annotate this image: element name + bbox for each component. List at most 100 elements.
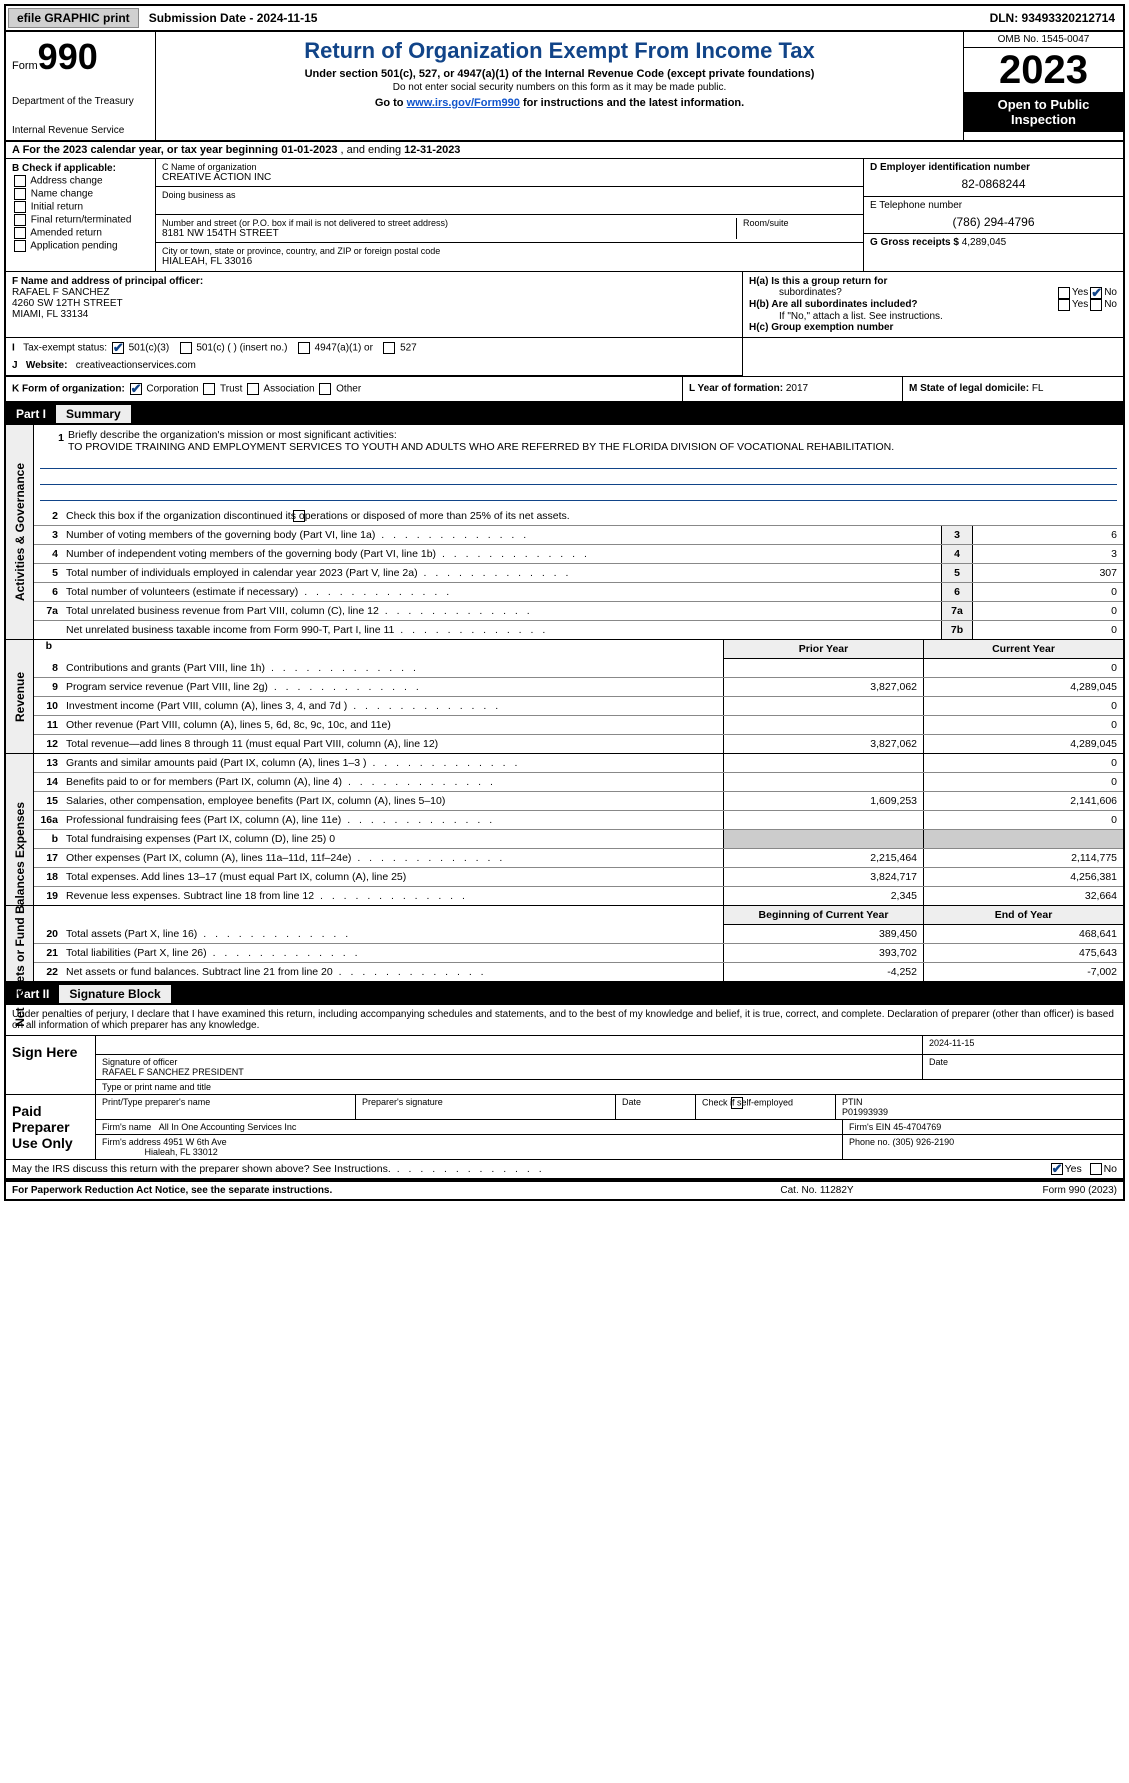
officer-city: MIAMI, FL 33134 <box>12 309 88 320</box>
side-net-assets: Net Assets or Fund Balances <box>6 906 34 981</box>
public-inspection: Open to Public Inspection <box>964 92 1123 132</box>
form-number: 990 <box>38 36 98 77</box>
form-org-label: K Form of organization: <box>12 384 125 395</box>
submission-date: Submission Date - 2024-11-15 <box>141 9 326 27</box>
ein-label: D Employer identification number <box>870 162 1030 173</box>
officer-label: F Name and address of principal officer: <box>12 276 203 287</box>
line-13: Grants and similar amounts paid (Part IX… <box>62 754 723 772</box>
officer-signature: RAFAEL F SANCHEZ PRESIDENT <box>102 1067 244 1077</box>
line-2: Check this box if the organization disco… <box>62 507 1123 525</box>
chk-discontinued[interactable] <box>293 510 305 522</box>
line-11: Other revenue (Part VIII, column (A), li… <box>62 716 723 734</box>
dln: DLN: 93493320212714 <box>982 9 1123 27</box>
officer-street: 4260 SW 12TH STREET <box>12 298 123 309</box>
chk-hb-no[interactable] <box>1090 299 1102 311</box>
type-print-label: Type or print name and title <box>102 1082 211 1092</box>
part-2-header: Part IISignature Block <box>6 983 1123 1005</box>
tax-year: 2023 <box>964 48 1123 92</box>
domicile-label: M State of legal domicile: <box>909 383 1032 394</box>
city-state-zip: HIALEAH, FL 33016 <box>162 256 857 267</box>
ein-value: 82-0868244 <box>870 177 1117 191</box>
hc-label: H(c) Group exemption number <box>749 322 893 333</box>
sig-officer-label: Signature of officer <box>102 1057 177 1067</box>
chk-527[interactable] <box>383 342 395 354</box>
line-3: Number of voting members of the governin… <box>62 526 941 544</box>
paid-preparer-label: Paid Preparer Use Only <box>6 1095 96 1159</box>
line-20: Total assets (Part X, line 16) <box>62 925 723 943</box>
part-1-header: Part ISummary <box>6 403 1123 425</box>
col-b-header: B Check if applicable: <box>12 163 116 174</box>
website-value: creativeactionservices.com <box>76 360 196 371</box>
form-subtitle-2: Do not enter social security numbers on … <box>164 82 955 93</box>
line-16b: Total fundraising expenses (Part IX, col… <box>62 830 723 848</box>
line-21: Total liabilities (Part X, line 26) <box>62 944 723 962</box>
chk-trust[interactable] <box>203 383 215 395</box>
chk-501c[interactable] <box>180 342 192 354</box>
street-address: 8181 NW 154TH STREET <box>162 228 736 239</box>
street-label: Number and street (or P.O. box if mail i… <box>162 218 736 228</box>
paperwork-notice: For Paperwork Reduction Act Notice, see … <box>12 1185 717 1196</box>
chk-discuss-yes[interactable] <box>1051 1163 1063 1175</box>
chk-4947[interactable] <box>298 342 310 354</box>
beginning-year-hdr: Beginning of Current Year <box>723 906 923 925</box>
side-activities-governance: Activities & Governance <box>6 425 34 639</box>
chk-association[interactable] <box>247 383 259 395</box>
discuss-question: May the IRS discuss this return with the… <box>12 1163 1049 1175</box>
chk-ha-no[interactable] <box>1090 287 1102 299</box>
chk-501c3[interactable] <box>112 342 124 354</box>
form-prefix: Form <box>12 60 38 72</box>
line-5-val: 307 <box>973 564 1123 582</box>
form-id: Form 990 (2023) <box>917 1185 1117 1196</box>
tel-label: E Telephone number <box>870 200 962 211</box>
chk-hb-yes[interactable] <box>1058 299 1070 311</box>
line-5: Total number of individuals employed in … <box>62 564 941 582</box>
line-17: Other expenses (Part IX, column (A), lin… <box>62 849 723 867</box>
dept-treasury: Department of the Treasury <box>12 96 149 107</box>
line-12: Total revenue—add lines 8 through 11 (mu… <box>62 735 723 753</box>
end-year-hdr: End of Year <box>923 906 1123 925</box>
line-7b-val: 0 <box>973 621 1123 639</box>
efile-button[interactable]: efile GRAPHIC print <box>8 8 139 28</box>
cat-number: Cat. No. 11282Y <box>717 1185 917 1196</box>
domicile: FL <box>1032 383 1044 394</box>
line-22: Net assets or fund balances. Subtract li… <box>62 963 723 981</box>
chk-other[interactable] <box>319 383 331 395</box>
mission-label: Briefly describe the organization's miss… <box>68 429 397 441</box>
ptin: P01993939 <box>842 1107 888 1117</box>
side-revenue: Revenue <box>6 640 34 753</box>
current-year-hdr: Current Year <box>923 640 1123 659</box>
line-7a-val: 0 <box>973 602 1123 620</box>
gross-label: G Gross receipts $ <box>870 237 962 248</box>
chk-application-pending[interactable] <box>14 240 26 252</box>
room-label: Room/suite <box>743 218 857 228</box>
website-label: Website: <box>26 360 70 371</box>
line-8: Contributions and grants (Part VIII, lin… <box>62 659 723 677</box>
firm-addr1: 4951 W 6th Ave <box>163 1137 226 1147</box>
prior-year-hdr: Prior Year <box>723 640 923 659</box>
officer-name: RAFAEL F SANCHEZ <box>12 287 109 298</box>
chk-corporation[interactable] <box>130 383 142 395</box>
chk-ha-yes[interactable] <box>1058 287 1070 299</box>
firm-addr2: Hialeah, FL 33012 <box>145 1147 218 1157</box>
gross-value: 4,289,045 <box>962 237 1007 248</box>
irs: Internal Revenue Service <box>12 125 149 136</box>
chk-discuss-no[interactable] <box>1090 1163 1102 1175</box>
chk-name-change[interactable] <box>14 188 26 200</box>
line-14: Benefits paid to or for members (Part IX… <box>62 773 723 791</box>
chk-address-change[interactable] <box>14 175 26 187</box>
irs-link[interactable]: www.irs.gov/Form990 <box>407 97 520 109</box>
chk-self-employed[interactable] <box>731 1097 743 1109</box>
dba-label: Doing business as <box>162 190 857 200</box>
year-formation-label: L Year of formation: <box>689 383 786 394</box>
chk-final-return[interactable] <box>14 214 26 226</box>
ha-label: H(a) Is this a group return for <box>749 276 887 287</box>
signature-intro: Under penalties of perjury, I declare th… <box>6 1005 1123 1036</box>
chk-amended-return[interactable] <box>14 227 26 239</box>
hb-label: H(b) Are all subordinates included? <box>749 299 1056 311</box>
form-header: Form990 Department of the Treasury Inter… <box>6 32 1123 142</box>
chk-initial-return[interactable] <box>14 201 26 213</box>
firm-name: All In One Accounting Services Inc <box>159 1122 297 1132</box>
city-label: City or town, state or province, country… <box>162 246 857 256</box>
line-19: Revenue less expenses. Subtract line 18 … <box>62 887 723 905</box>
year-formation: 2017 <box>786 383 808 394</box>
